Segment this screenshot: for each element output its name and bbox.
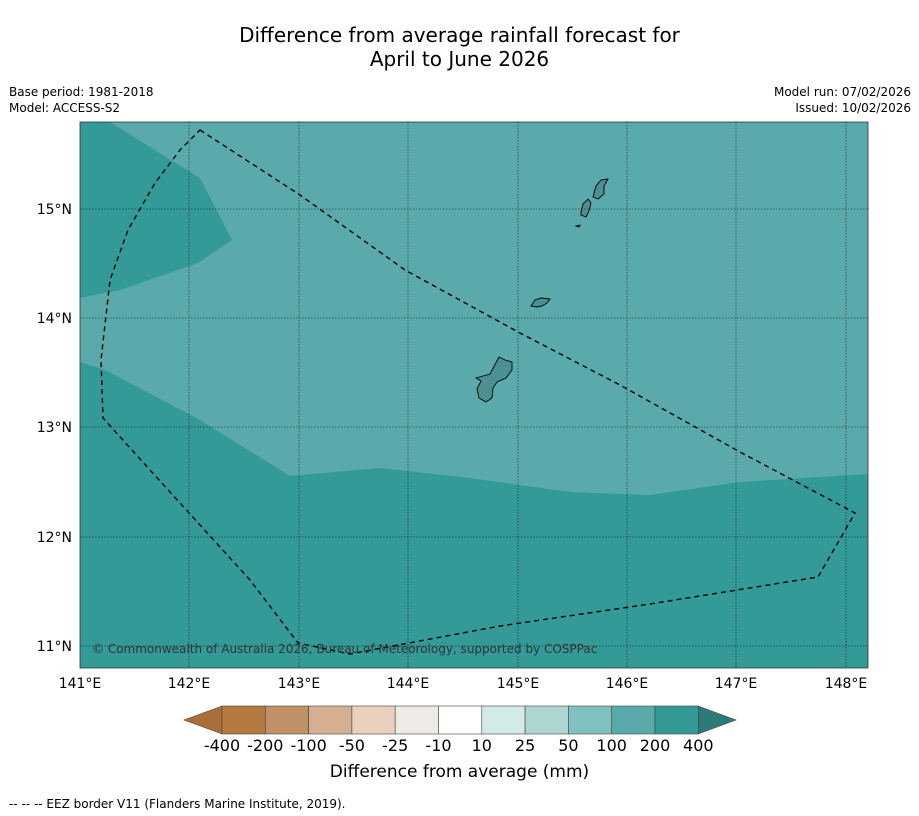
map-frame bbox=[79, 121, 869, 669]
colorbar-segment bbox=[524, 705, 569, 735]
colorbar-tick-label: 400 bbox=[683, 736, 714, 755]
lat-label-12: 12°N bbox=[37, 530, 72, 546]
model-text: Model: ACCESS-S2 bbox=[9, 101, 121, 115]
colorbar-segment bbox=[481, 705, 526, 735]
colorbar-segment bbox=[611, 705, 656, 735]
model-run-text: Model run: 07/02/2026 bbox=[773, 85, 911, 99]
colorbar-arrow-low bbox=[183, 705, 223, 735]
map-band-south bbox=[80, 362, 868, 668]
issued-text: Issued: 10/02/2026 bbox=[795, 101, 911, 115]
colorbar-tick-label: -50 bbox=[338, 736, 365, 755]
map-band-northwest bbox=[80, 122, 232, 298]
colorbar-segment bbox=[221, 705, 266, 735]
colorbar-segment bbox=[654, 705, 699, 735]
colorbar-title: Difference from average (mm) bbox=[329, 762, 590, 782]
colorbar-tick-label: -200 bbox=[247, 736, 284, 755]
map-gridlines bbox=[80, 122, 868, 668]
lon-label-144: 144°E bbox=[387, 676, 430, 692]
lon-label-146: 146°E bbox=[606, 676, 649, 692]
island-saipan bbox=[592, 178, 609, 200]
lon-label-145: 145°E bbox=[497, 676, 540, 692]
lon-label-143: 143°E bbox=[278, 676, 321, 692]
chart-title-line2: April to June 2026 bbox=[369, 47, 550, 71]
island-guam bbox=[474, 356, 513, 403]
lon-label-141: 141°E bbox=[59, 676, 102, 692]
colorbar-segment bbox=[568, 705, 613, 735]
colorbar-tick-label: 100 bbox=[596, 736, 627, 755]
lon-label-142: 142°E bbox=[168, 676, 211, 692]
colorbar-tick-label: -400 bbox=[203, 736, 241, 755]
lat-label-13: 13°N bbox=[37, 420, 72, 436]
colorbar-tick-label: 25 bbox=[514, 736, 536, 755]
colorbar-tick-label: 50 bbox=[558, 736, 579, 755]
lat-label-11: 11°N bbox=[37, 639, 72, 655]
chart-title-line1: Difference from average rainfall forecas… bbox=[239, 23, 680, 47]
lat-label-14: 14°N bbox=[37, 311, 72, 327]
island-aguijan bbox=[574, 224, 581, 228]
island-tinian bbox=[580, 198, 592, 218]
colorbar-segment bbox=[394, 705, 439, 735]
colorbar-arrow-high bbox=[697, 705, 737, 735]
colorbar-tick-label: -10 bbox=[425, 736, 452, 755]
colorbar-tick-label: 10 bbox=[471, 736, 492, 755]
lon-label-147: 147°E bbox=[715, 676, 758, 692]
map-copyright: © Commonwealth of Australia 2026, Bureau… bbox=[92, 642, 597, 656]
islands-outline bbox=[474, 178, 609, 403]
colorbar-segment bbox=[438, 705, 483, 735]
colorbar-tick-label: -25 bbox=[382, 736, 409, 755]
lat-label-15: 15°N bbox=[37, 202, 72, 218]
colorbar bbox=[183, 705, 737, 735]
lon-label-148: 148°E bbox=[825, 676, 868, 692]
eez-border bbox=[100, 129, 856, 655]
colorbar-segment bbox=[351, 705, 396, 735]
island-rota bbox=[530, 297, 551, 308]
colorbar-segment bbox=[264, 705, 309, 735]
colorbar-tick-label: -100 bbox=[290, 736, 327, 755]
base-period-text: Base period: 1981-2018 bbox=[9, 85, 154, 99]
colorbar-tick-label: 200 bbox=[639, 736, 671, 755]
colorbar-segment bbox=[308, 705, 353, 735]
eez-footnote: -- -- -- EEZ border V11 (Flanders Marine… bbox=[9, 797, 346, 811]
